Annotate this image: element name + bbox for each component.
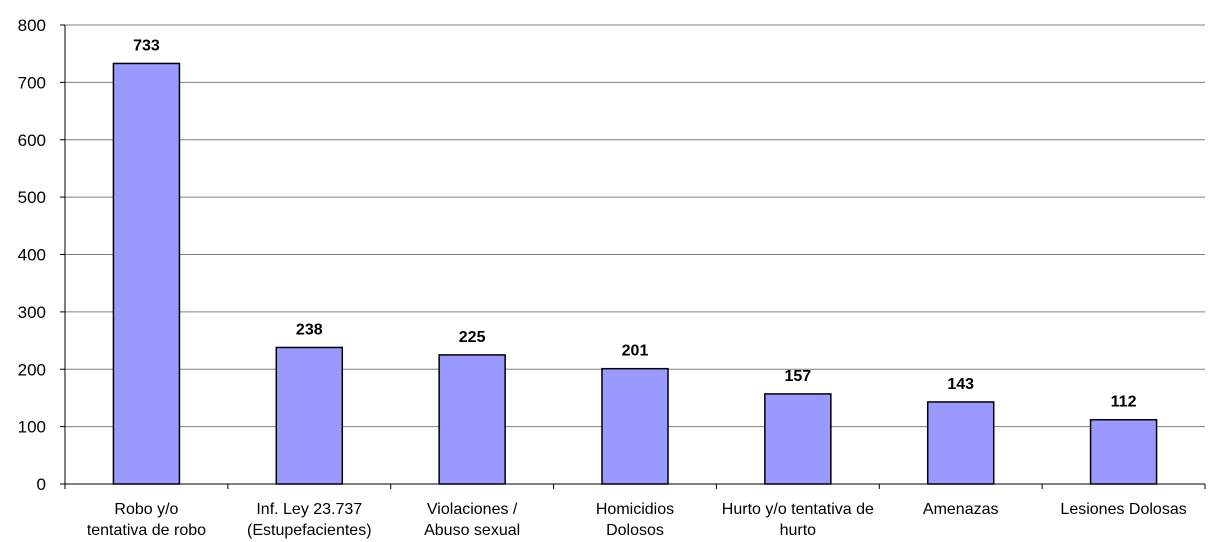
x-category-label: Lesiones Dolosas <box>1060 501 1186 518</box>
bar <box>275 346 344 485</box>
gridlines <box>65 24 1205 428</box>
x-category-label: hurto <box>780 522 817 539</box>
data-label: 225 <box>459 329 486 346</box>
bar <box>438 354 506 485</box>
x-category-label: Abuso sexual <box>424 522 520 539</box>
x-category-label: Inf. Ley 23.737 <box>256 501 362 518</box>
x-category-label: Robo y/o <box>114 501 178 518</box>
x-category-label: Amenazas <box>923 501 999 518</box>
y-tick-label: 700 <box>18 73 46 92</box>
data-label: 143 <box>947 376 974 393</box>
x-category-label: (Estupefacientes) <box>247 522 372 539</box>
x-category-label: tentativa de robo <box>87 522 206 539</box>
data-label: 238 <box>296 321 323 338</box>
y-tick-label: 500 <box>18 188 46 207</box>
data-label: 201 <box>622 343 649 360</box>
bar <box>112 62 181 485</box>
axes <box>60 24 1206 489</box>
x-category-label: Dolosos <box>606 522 664 539</box>
data-label: 157 <box>785 368 812 385</box>
x-category-label: Violaciones / <box>427 501 518 518</box>
y-tick-label: 800 <box>18 16 46 35</box>
y-tick-label: 100 <box>18 418 46 437</box>
y-tick-label: 0 <box>37 475 46 494</box>
x-category-label: Homicidios <box>596 501 674 518</box>
data-label: 112 <box>1111 394 1137 411</box>
y-tick-label: 300 <box>18 303 46 322</box>
labels: 0 100 200 300 400 500 600 700 800 733 Robo y/o tent… <box>18 16 1187 539</box>
bars <box>112 62 1158 485</box>
bar <box>926 401 995 485</box>
bar <box>1089 418 1158 485</box>
y-tick-label: 400 <box>18 246 46 265</box>
bar <box>601 367 669 485</box>
x-category-label: Hurto y/o tentativa de <box>722 501 874 518</box>
y-tick-label: 600 <box>18 131 46 150</box>
y-tick-label: 200 <box>18 360 46 379</box>
bar <box>764 393 832 485</box>
data-label: 733 <box>133 37 160 54</box>
